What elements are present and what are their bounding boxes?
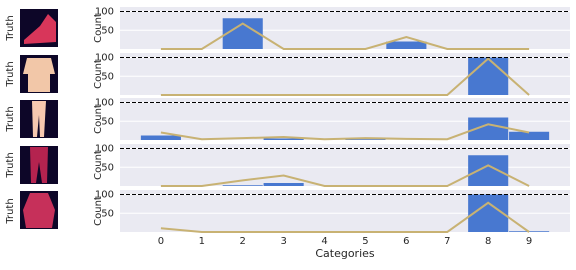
x-tick-label: 0 — [158, 236, 164, 247]
x-tick-label: 8 — [485, 236, 491, 247]
y-tick-label: 100 — [95, 190, 114, 201]
image-label: Truth — [5, 106, 16, 132]
x-tick-label: 1 — [199, 236, 205, 247]
y-axis-label: Count — [93, 196, 104, 226]
x-tick-label: 5 — [362, 236, 368, 247]
image-label: Truth — [5, 15, 16, 41]
thumbnail — [24, 14, 56, 44]
plot-area — [120, 7, 570, 49]
y-tick-label: 100 — [95, 53, 114, 64]
y-axis-label: Count — [93, 104, 104, 134]
x-tick-label: 6 — [403, 236, 409, 247]
x-tick-label: 2 — [240, 236, 246, 247]
bar — [468, 57, 509, 95]
thumbnail — [30, 147, 48, 183]
y-axis-label: Count — [93, 13, 104, 43]
bar — [263, 183, 304, 186]
thumbnail — [23, 193, 55, 228]
bar — [468, 155, 509, 186]
bar — [140, 135, 181, 140]
y-tick-label: 100 — [95, 144, 114, 155]
y-tick-label: 100 — [95, 98, 114, 109]
image-label: Truth — [5, 61, 16, 87]
bar — [468, 117, 509, 140]
thumbnail — [32, 101, 46, 137]
line — [160, 22, 530, 50]
line — [160, 164, 530, 187]
thumbnails — [20, 9, 58, 229]
x-tick-label: 4 — [321, 236, 327, 247]
x-tick-label: 3 — [280, 236, 286, 247]
bar — [222, 185, 263, 186]
thumbnail — [23, 58, 55, 92]
line — [160, 123, 530, 141]
y-tick-label: 100 — [95, 7, 114, 18]
y-tick-label: 50 — [101, 208, 114, 219]
y-tick-label: 50 — [101, 162, 114, 173]
y-tick-label: 50 — [101, 25, 114, 36]
image-label: Truth — [5, 152, 16, 178]
y-tick-label: 50 — [101, 116, 114, 127]
bar — [509, 131, 550, 140]
y-axis-label: Count — [93, 150, 104, 180]
x-tick-label: 7 — [444, 236, 450, 247]
y-axis-label: Count — [93, 59, 104, 89]
y-tick-label: 50 — [101, 71, 114, 82]
x-tick-label: 9 — [526, 236, 532, 247]
x-axis-label: Categories — [315, 247, 375, 260]
image-label: Truth — [5, 198, 16, 224]
bar — [263, 138, 304, 140]
line — [160, 201, 530, 233]
bar — [345, 139, 386, 140]
line — [160, 57, 530, 96]
bar — [386, 41, 427, 49]
